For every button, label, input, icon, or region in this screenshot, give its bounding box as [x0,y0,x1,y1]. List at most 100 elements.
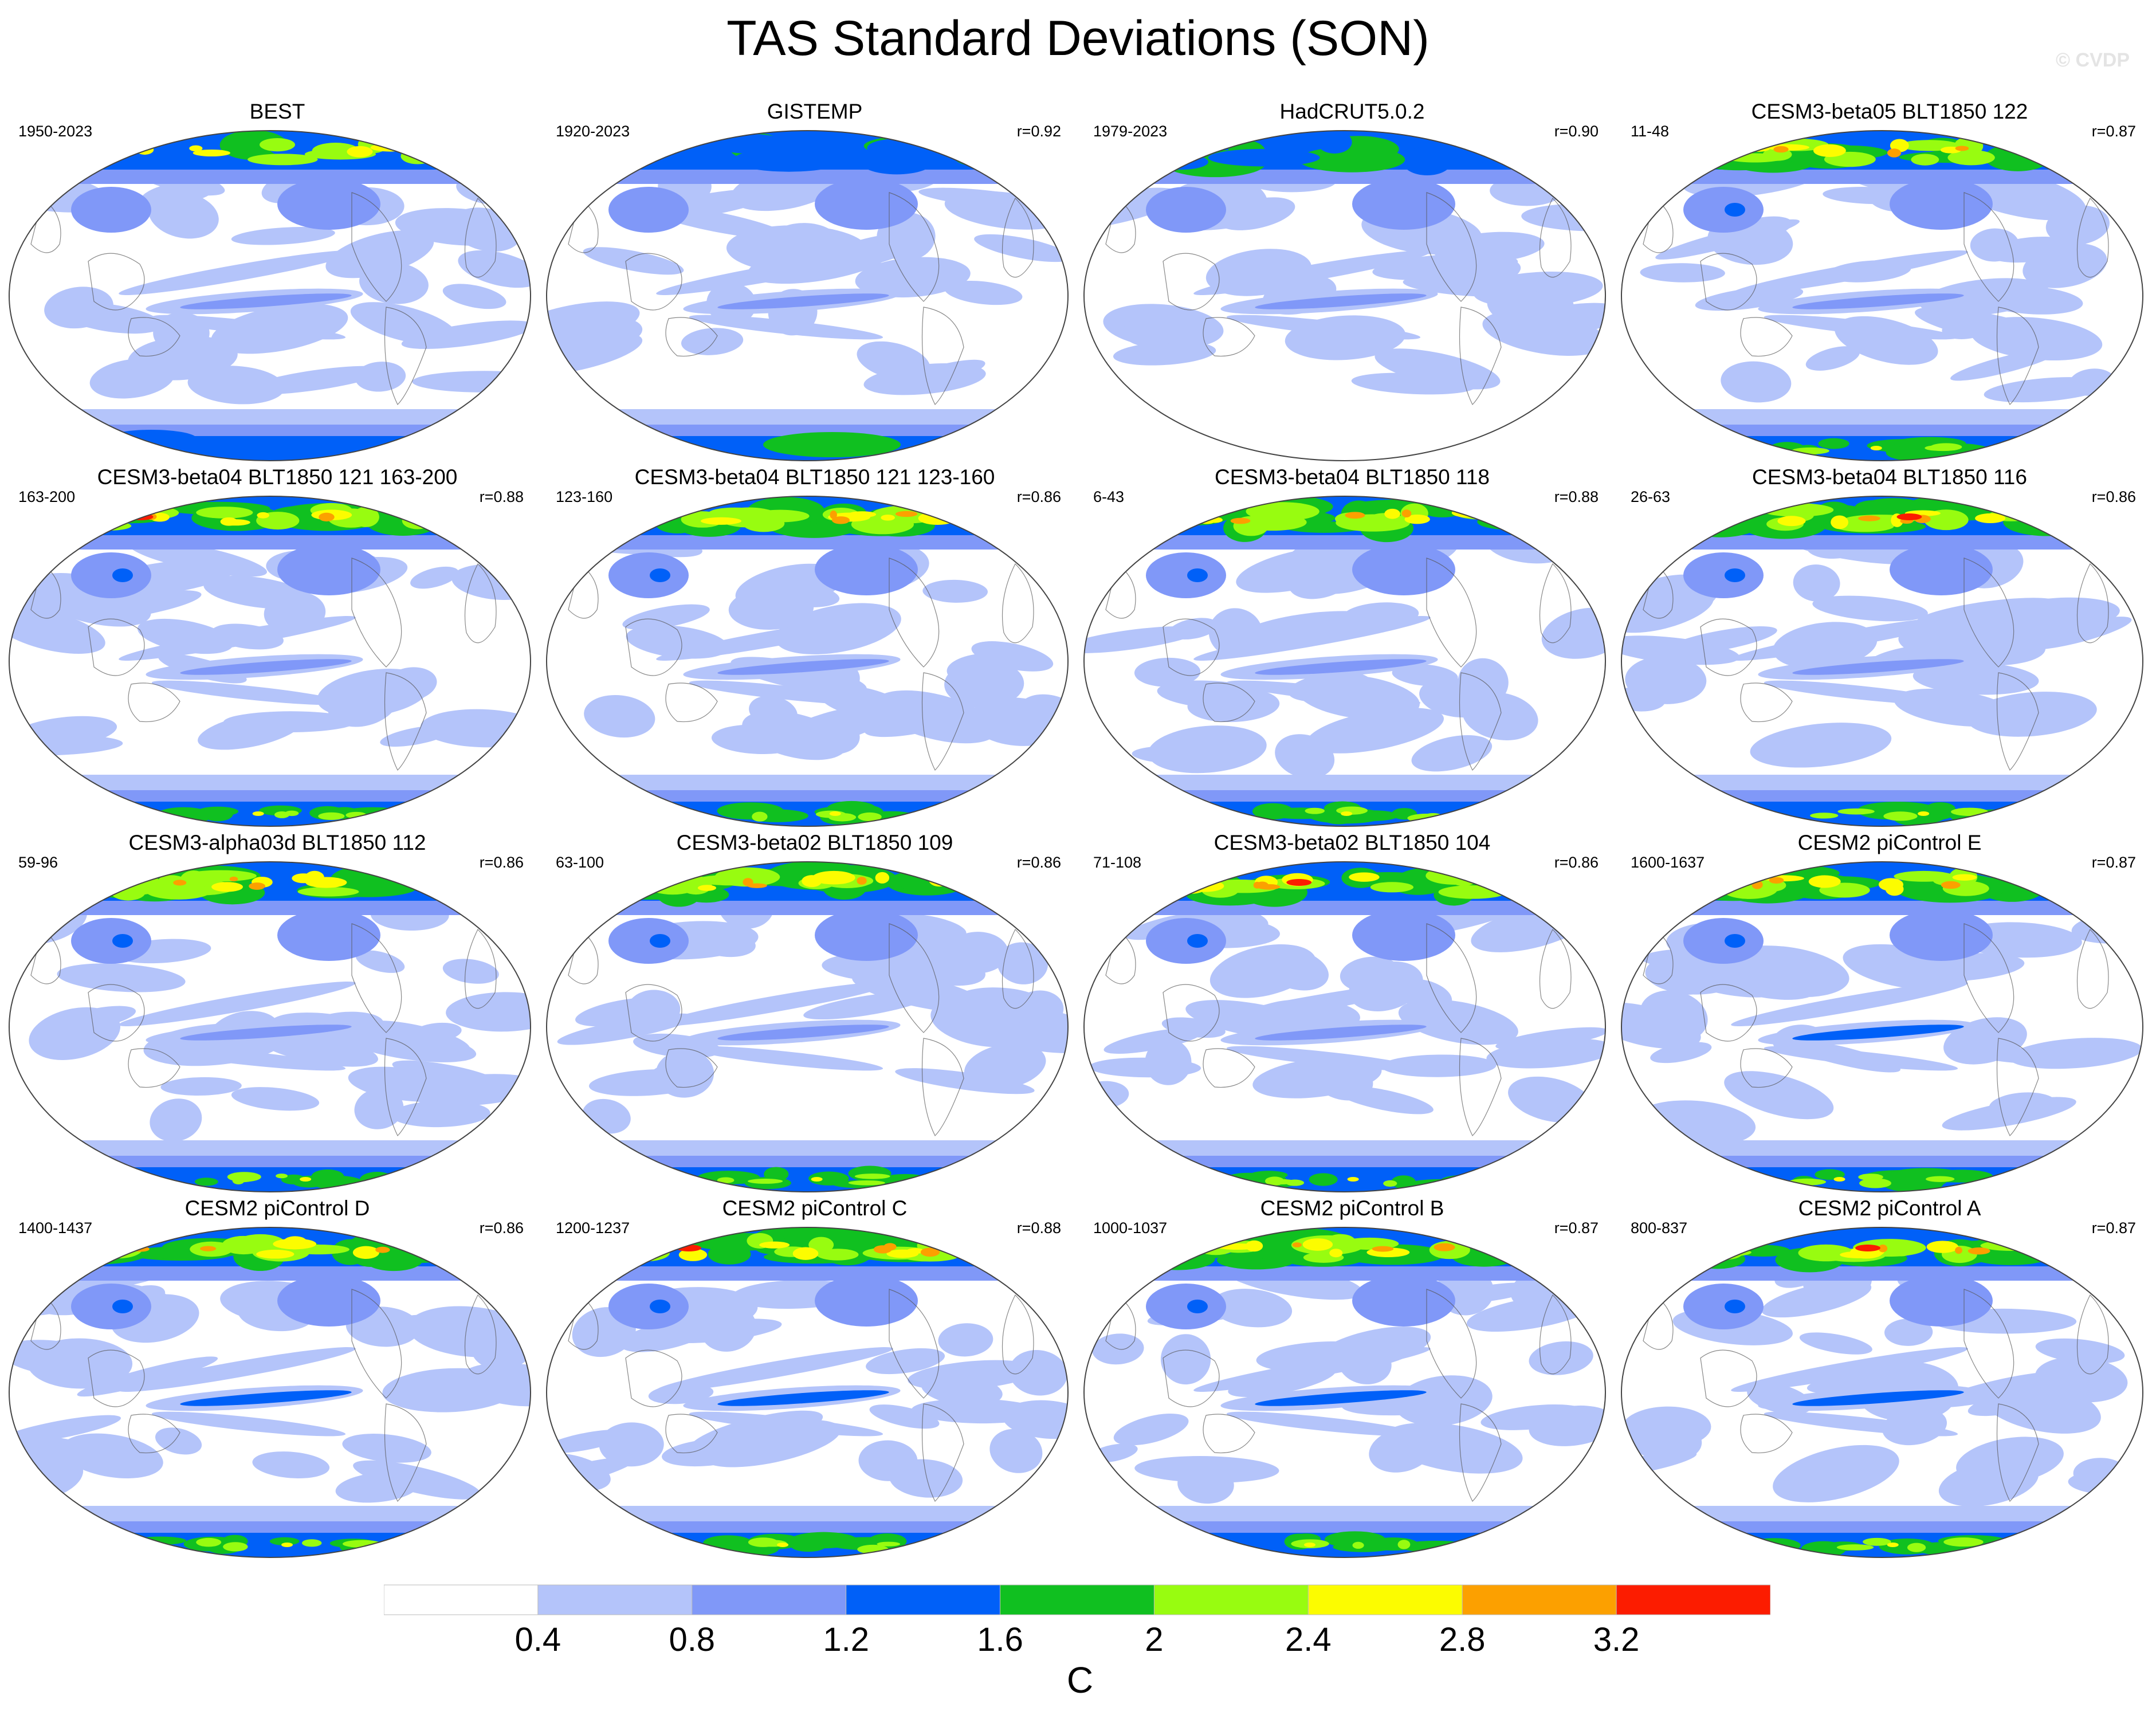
colorbar-segment [846,1584,1001,1615]
colorbar-tick-label: 1.6 [977,1621,1023,1658]
colorbar-segment [537,1584,693,1615]
panel-title: BEST [249,100,305,123]
map-panel: CESM3-alpha03d BLT1850 112 59-96 r=0.86 [8,830,547,1196]
map-6 [546,496,1069,827]
colorbar-segment [1462,1584,1617,1615]
colorbar-tick-label: 2 [1145,1621,1164,1658]
map-panel: CESM3-beta05 BLT1850 122 11-48 r=0.87 [1620,99,2156,465]
panel-correlation: r=0.88 [479,488,524,505]
panel-title: GISTEMP [767,100,863,123]
colorbar-tick-label: 1.2 [823,1621,869,1658]
panel-correlation: r=0.90 [1554,123,1599,140]
map-panel: CESM3-beta04 BLT1850 121 163-200 163-200 r… [8,464,547,831]
map-14 [546,1227,1069,1558]
map-panel: CESM2 piControl C 1200-1237 r=0.88 [545,1195,1084,1562]
map-8 [1621,496,2143,827]
map-panel: CESM3-beta04 BLT1850 121 123-160 123-160 r… [545,464,1084,831]
panel-period: 1400-1437 [18,1219,93,1237]
colorbar-segment [1153,1584,1309,1615]
panel-period: 59-96 [18,854,58,871]
colorbar-segment [1307,1584,1463,1615]
colorbar-tick-label: 0.4 [515,1621,561,1658]
map-5 [9,496,531,827]
colorbar-segment [692,1584,847,1615]
colorbar-segment [384,1584,539,1615]
panel-correlation: r=0.86 [2091,488,2136,505]
panel-correlation: r=0.87 [2091,854,2136,871]
panel-correlation: r=0.86 [1016,854,1061,871]
panel-title: CESM2 piControl E [1797,831,1982,854]
panel-title: CESM3-beta04 BLT1850 121 123-160 [634,465,995,489]
panel-correlation: r=0.88 [1554,488,1599,505]
map-11 [1083,861,1606,1192]
colorbar-tick-label: 2.4 [1285,1621,1332,1658]
colorbar-segment [1616,1584,1770,1615]
panel-period: 11-48 [1631,123,1670,140]
panel-period: 26-63 [1631,488,1671,505]
map-panel: CESM2 piControl D 1400-1437 r=0.86 [8,1195,547,1562]
map-4 [1621,130,2143,461]
panel-correlation: r=0.87 [2091,123,2136,140]
panel-title: CESM3-beta02 BLT1850 109 [676,831,953,854]
panel-correlation: r=0.86 [479,1219,524,1237]
map-panel: CESM3-beta02 BLT1850 109 63-100 r=0.86 [545,830,1084,1196]
colorbar-tick-label: 2.8 [1439,1621,1486,1658]
panel-title: CESM2 piControl A [1798,1196,1981,1220]
map-panel: CESM3-beta04 BLT1850 118 6-43 r=0.88 [1083,464,1621,831]
colorbar-tick-label: 3.2 [1593,1621,1640,1658]
map-2 [546,130,1069,461]
map-15 [1083,1227,1606,1558]
map-panel: GISTEMP 1920-2023 r=0.92 [545,99,1084,465]
panel-period: 1950-2023 [18,123,93,140]
panel-title: CESM2 piControl B [1260,1196,1444,1220]
panel-title: CESM3-beta05 BLT1850 122 [1751,100,2028,123]
colorbar-segment [1000,1584,1154,1615]
map-panel: CESM3-beta02 BLT1850 104 71-108 r=0.86 [1083,830,1621,1196]
panel-period: 71-108 [1093,854,1142,871]
panel-title: CESM3-alpha03d BLT1850 112 [128,831,426,854]
cvdp-watermark: © CVDP [2056,49,2130,71]
panel-period: 123-160 [556,488,613,505]
panel-period: 1200-1237 [556,1219,630,1237]
map-panel: CESM2 piControl A 800-837 r=0.87 [1620,1195,2156,1562]
panel-title: HadCRUT5.0.2 [1279,100,1425,123]
panel-period: 6-43 [1093,488,1125,505]
map-12 [1621,861,2143,1192]
panel-correlation: r=0.86 [1016,488,1061,505]
panel-period: 800-837 [1631,1219,1688,1237]
map-7 [1083,496,1606,827]
panel-title: CESM3-beta04 BLT1850 121 163-200 [97,465,458,489]
map-panel: BEST 1950-2023 [8,99,547,465]
colorbar-units: C [1066,1659,1094,1701]
panel-correlation: r=0.87 [1554,1219,1599,1237]
map-panel: CESM2 piControl B 1000-1037 r=0.87 [1083,1195,1621,1562]
panel-period: 1000-1037 [1093,1219,1168,1237]
panel-title: CESM3-beta04 BLT1850 116 [1752,465,2027,489]
panel-period: 163-200 [18,488,76,505]
figure-title: TAS Standard Deviations (SON) [726,11,1430,66]
panel-title: CESM2 piControl C [722,1196,908,1220]
colorbar-tick-label: 0.8 [669,1621,716,1658]
panel-title: CESM2 piControl D [184,1196,370,1220]
map-1 [9,130,531,461]
map-panel: CESM2 piControl E 1600-1637 r=0.87 [1620,830,2156,1196]
map-16 [1621,1227,2143,1558]
panel-period: 1920-2023 [556,123,630,140]
panel-title: CESM3-beta02 BLT1850 104 [1214,831,1491,854]
map-panel: CESM3-beta04 BLT1850 116 26-63 r=0.86 [1620,464,2156,831]
panel-period: 1979-2023 [1093,123,1168,140]
colorbar [384,1584,1770,1615]
panel-correlation: r=0.87 [2091,1219,2136,1237]
panel-correlation: r=0.88 [1016,1219,1061,1237]
map-3 [1083,130,1606,461]
map-9 [9,861,531,1192]
map-13 [9,1227,531,1558]
panel-period: 1600-1637 [1631,854,1705,871]
map-panel: HadCRUT5.0.2 1979-2023 r=0.90 [1083,99,1621,465]
panel-correlation: r=0.86 [479,854,524,871]
panel-period: 63-100 [556,854,604,871]
panel-title: CESM3-beta04 BLT1850 118 [1215,465,1490,489]
panel-correlation: r=0.92 [1016,123,1061,140]
panel-correlation: r=0.86 [1554,854,1599,871]
map-10 [546,861,1069,1192]
